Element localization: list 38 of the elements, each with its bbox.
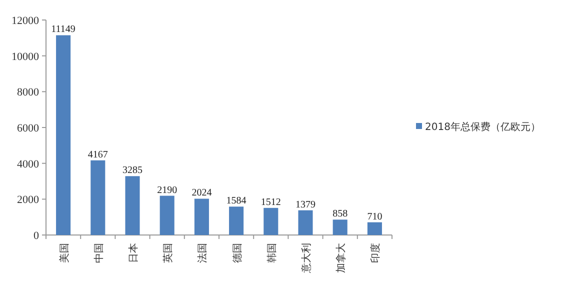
x-tick-label: 中国 — [92, 243, 105, 263]
data-label: 2190 — [157, 184, 178, 196]
bar — [56, 35, 71, 235]
bar — [160, 196, 174, 235]
y-tick-label: 10000 — [12, 50, 40, 63]
data-label: 1584 — [226, 196, 246, 207]
y-tick-label: 6000 — [17, 122, 40, 134]
x-tick-label: 意大利 — [300, 243, 312, 274]
data-label: 4167 — [88, 149, 108, 160]
bar — [90, 160, 106, 235]
y-tick-label: 2000 — [17, 194, 40, 206]
y-tick-label: 4000 — [17, 158, 40, 170]
bar — [332, 220, 348, 235]
bar — [264, 208, 278, 235]
x-tick-label: 法国 — [196, 243, 209, 263]
data-label: 3285 — [122, 165, 142, 176]
x-tick-label: 印度 — [370, 243, 382, 263]
bar — [298, 210, 313, 235]
data-label: 1379 — [296, 199, 316, 210]
legend-label: 2018年总保费（亿欧元） — [425, 121, 540, 133]
y-tick-label: 0 — [34, 230, 40, 242]
data-label: 11149 — [51, 24, 76, 36]
bar — [194, 198, 209, 235]
x-tick-label: 美国 — [58, 243, 70, 263]
x-tick-label: 英国 — [162, 243, 174, 263]
y-tick-label: 12000 — [12, 15, 40, 27]
data-label: 2024 — [192, 188, 212, 199]
data-label: 858 — [332, 208, 348, 220]
bar — [229, 206, 244, 235]
x-tick-label: 德国 — [232, 243, 244, 263]
x-tick-label: 韩国 — [266, 243, 278, 263]
x-tick-label: 日本 — [128, 243, 140, 263]
y-tick-label: 8000 — [17, 86, 40, 99]
x-tick-label: 加拿大 — [335, 243, 348, 273]
data-label: 710 — [367, 211, 382, 222]
bar — [125, 176, 140, 235]
data-label: 1512 — [260, 196, 281, 208]
bar — [367, 222, 382, 235]
